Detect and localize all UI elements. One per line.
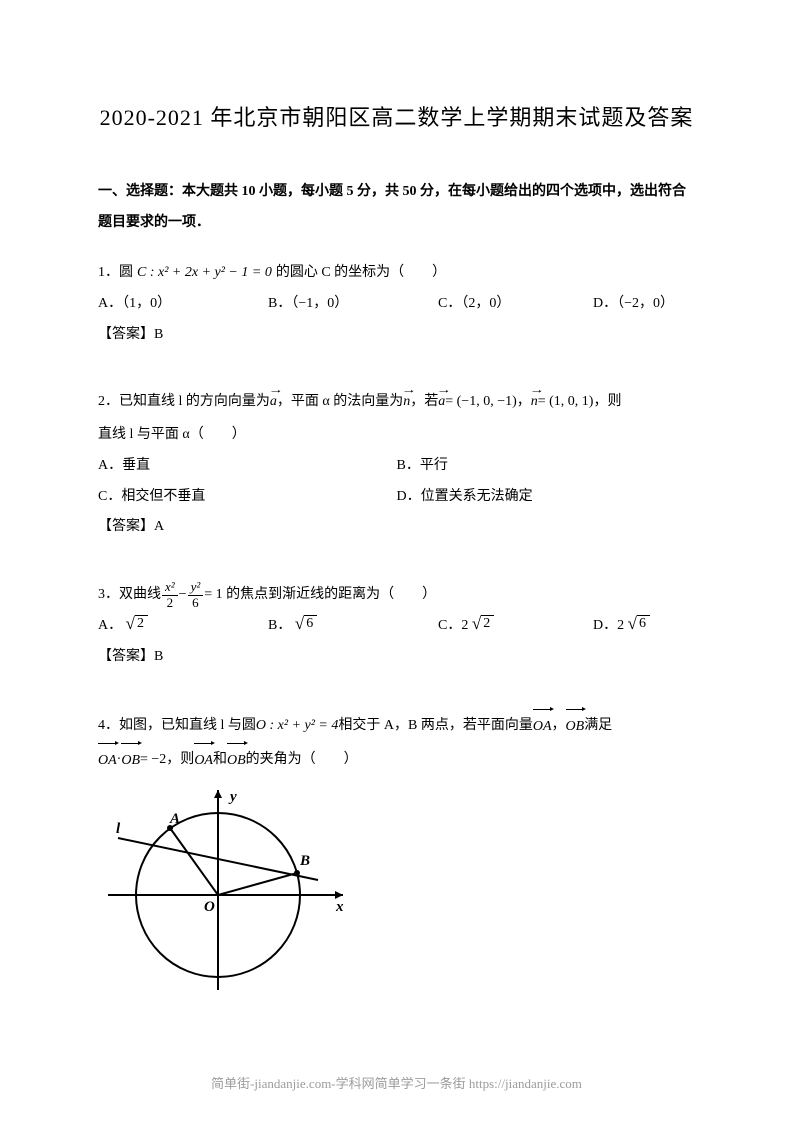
q1-equation: C : x² + 2x + y² − 1 = 0 bbox=[137, 257, 272, 289]
q1-options: A．（1，0） B．（−1，0） C．（2，0） D．（−2，0） bbox=[98, 289, 695, 320]
page-footer: 简单街-jiandanjie.com-学科网简单学习一条街 https://ji… bbox=[0, 1073, 793, 1092]
q1-stem: 1． 圆 C : x² + 2x + y² − 1 = 0 的圆心 C 的坐标为… bbox=[98, 257, 695, 289]
q3-options: A． √2 B． √6 C．2 √2 D．2 √6 bbox=[98, 611, 695, 642]
q4-diagram: y x O A Bl bbox=[108, 785, 695, 1000]
q4-l2t2: 和 bbox=[213, 744, 227, 776]
q3-opt-d: D．2 √6 bbox=[593, 611, 650, 642]
q4-t1: 如图，已知直线 l 与圆 bbox=[119, 710, 256, 742]
svg-text:O: O bbox=[204, 899, 215, 915]
q2-opt-a: A．垂直 bbox=[98, 451, 397, 482]
q3-frac1: x² 2 bbox=[162, 580, 178, 610]
q1-num: 1． bbox=[98, 257, 119, 289]
svg-text:A: A bbox=[169, 811, 180, 827]
q3-opt-b: B． √6 bbox=[268, 611, 438, 642]
question-4: 4． 如图，已知直线 l 与圆 O : x² + y² = 4 相交于 A，B … bbox=[98, 709, 695, 1000]
page-title: 2020-2021 年北京市朝阳区高二数学上学期期末试题及答案 bbox=[98, 100, 695, 132]
question-2: 2． 已知直线 l 的方向向量为 a ，平面 α 的法向量为 n ，若 a = … bbox=[98, 386, 695, 543]
q3-f1-den: 2 bbox=[164, 596, 177, 610]
q4-stem-l2: OA · OB = −2，则 OA 和 OB 的夹角为（ ） bbox=[98, 743, 695, 777]
svg-text:B: B bbox=[299, 853, 310, 869]
q3-f1-num: x² bbox=[162, 580, 178, 595]
q2-vec-a2: a bbox=[438, 386, 445, 418]
q3-b-sqrt: √6 bbox=[295, 615, 317, 633]
q2-opt-b: B．平行 bbox=[397, 451, 696, 482]
q1-pre: 圆 bbox=[119, 257, 133, 289]
q4-stem-l1: 4． 如图，已知直线 l 与圆 O : x² + y² = 4 相交于 A，B … bbox=[98, 709, 695, 743]
question-1: 1． 圆 C : x² + 2x + y² − 1 = 0 的圆心 C 的坐标为… bbox=[98, 257, 695, 351]
q1-opt-a: A．（1，0） bbox=[98, 289, 268, 320]
q2-options: A．垂直 B．平行 C．相交但不垂直 D．位置关系无法确定 bbox=[98, 451, 695, 513]
section-header: 一、选择题：本大题共 10 小题，每小题 5 分，共 50 分，在每小题给出的四… bbox=[98, 177, 695, 239]
q2-stem-l2: 直线 l 与平面 α（ ） bbox=[98, 419, 695, 451]
q1-answer: 【答案】B bbox=[98, 320, 695, 351]
q4-eq: O : x² + y² = 4 bbox=[256, 710, 339, 742]
question-3: 3． 双曲线 x² 2 − y² 6 = 1 的焦点到渐近线的距离为（ ） A．… bbox=[98, 579, 695, 673]
q4-vec-oa2: OA bbox=[98, 743, 117, 777]
q1-opt-d: D．（−2，0） bbox=[593, 289, 674, 320]
q2-eq1: = (−1, 0, −1)， bbox=[445, 386, 531, 418]
q4-vec-ob1: OB bbox=[566, 709, 585, 743]
q4-vec-ob3: OB bbox=[227, 743, 246, 777]
q3-opt-a: A． √2 bbox=[98, 611, 268, 642]
q3-a-pre: A． bbox=[98, 618, 122, 633]
q2-answer: 【答案】A bbox=[98, 512, 695, 543]
q2-t2: ，平面 α 的法向量为 bbox=[277, 386, 403, 418]
q1-opt-c: C．（2，0） bbox=[438, 289, 593, 320]
q2-opt-c: C．相交但不垂直 bbox=[98, 482, 397, 513]
q2-num: 2． bbox=[98, 386, 119, 418]
q2-stem-l1: 2． 已知直线 l 的方向向量为 a ，平面 α 的法向量为 n ，若 a = … bbox=[98, 386, 695, 418]
q2-vec-n1: n bbox=[403, 386, 410, 418]
svg-text:x: x bbox=[335, 899, 344, 915]
q3-b-pre: B． bbox=[268, 618, 291, 633]
q2-eq2: = (1, 0, 1)，则 bbox=[538, 386, 622, 418]
q4-vec-oa3: OA bbox=[194, 743, 213, 777]
q3-c-pre: C．2 bbox=[438, 618, 468, 633]
q3-frac2: y² 6 bbox=[188, 580, 204, 610]
q3-f2-den: 6 bbox=[189, 596, 202, 610]
q2-vec-n2: n bbox=[531, 386, 538, 418]
q3-t2: = 1 的焦点到渐近线的距离为（ ） bbox=[204, 579, 436, 611]
q3-c-sqrt: √2 bbox=[472, 615, 494, 633]
q4-num: 4． bbox=[98, 710, 119, 742]
q4-l2t3: 的夹角为（ ） bbox=[246, 744, 358, 776]
q2-t1: 已知直线 l 的方向向量为 bbox=[119, 386, 270, 418]
q3-f2-num: y² bbox=[188, 580, 204, 595]
q4-diagram-svg: y x O A Bl bbox=[108, 785, 348, 995]
q3-t1: 双曲线 bbox=[119, 579, 161, 611]
q3-a-sqrt: √2 bbox=[126, 615, 148, 633]
q1-opt-b: B．（−1，0） bbox=[268, 289, 438, 320]
q3-num: 3． bbox=[98, 579, 119, 611]
svg-text:l: l bbox=[116, 821, 121, 837]
q2-opt-d: D．位置关系无法确定 bbox=[397, 482, 696, 513]
q3-opt-c: C．2 √2 bbox=[438, 611, 593, 642]
q3-minus: − bbox=[179, 579, 187, 611]
q3-d-sqrt: √6 bbox=[628, 615, 650, 633]
q3-answer: 【答案】B bbox=[98, 642, 695, 673]
q4-t2: 相交于 A，B 两点，若平面向量 bbox=[338, 710, 532, 742]
svg-text:y: y bbox=[228, 789, 237, 805]
q2-vec-a1: a bbox=[270, 386, 277, 418]
q4-vec-oa1: OA bbox=[533, 709, 552, 743]
q4-t3: ， bbox=[552, 710, 566, 742]
q4-t4: 满足 bbox=[584, 710, 612, 742]
q3-d-pre: D．2 bbox=[593, 618, 624, 633]
q1-post: 的圆心 C 的坐标为（ ） bbox=[276, 257, 446, 289]
q3-stem: 3． 双曲线 x² 2 − y² 6 = 1 的焦点到渐近线的距离为（ ） bbox=[98, 579, 695, 611]
q4-l2eq: = −2，则 bbox=[140, 744, 194, 776]
q4-vec-ob2: OB bbox=[121, 743, 140, 777]
